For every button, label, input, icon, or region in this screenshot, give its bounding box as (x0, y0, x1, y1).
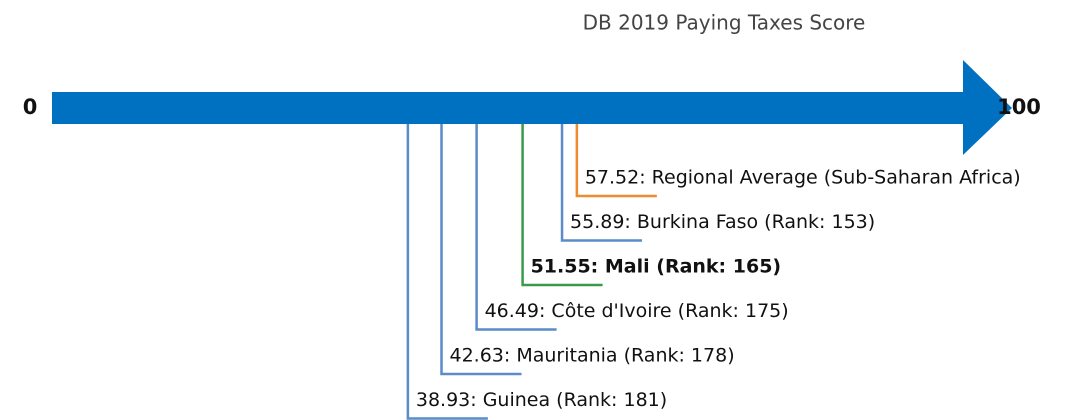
x-tick-label: 0 (23, 95, 38, 119)
marker-line (440, 124, 522, 376)
marker-line (521, 124, 603, 287)
marker-line (475, 124, 557, 331)
marker-label: 57.52: Regional Average (Sub-Saharan Afr… (585, 167, 1021, 189)
marker-label: 55.89: Burkina Faso (Rank: 153) (570, 211, 875, 233)
marker-line (560, 124, 643, 242)
marker-label: 42.63: Mauritania (Rank: 178) (450, 345, 735, 367)
axis-arrow-head (963, 60, 1012, 155)
axis-arrow-shaft (52, 92, 965, 124)
marker-label: 38.93: Guinea (Rank: 181) (416, 389, 667, 411)
marker-line (406, 124, 488, 420)
marker-line (575, 124, 657, 198)
marker-label: 46.49: Côte d'Ivoire (Rank: 175) (485, 300, 789, 322)
marker-label: 51.55: Mali (Rank: 165) (531, 256, 782, 278)
chart-title: DB 2019 Paying Taxes Score (583, 11, 866, 35)
x-tick-label: 100 (997, 95, 1041, 119)
